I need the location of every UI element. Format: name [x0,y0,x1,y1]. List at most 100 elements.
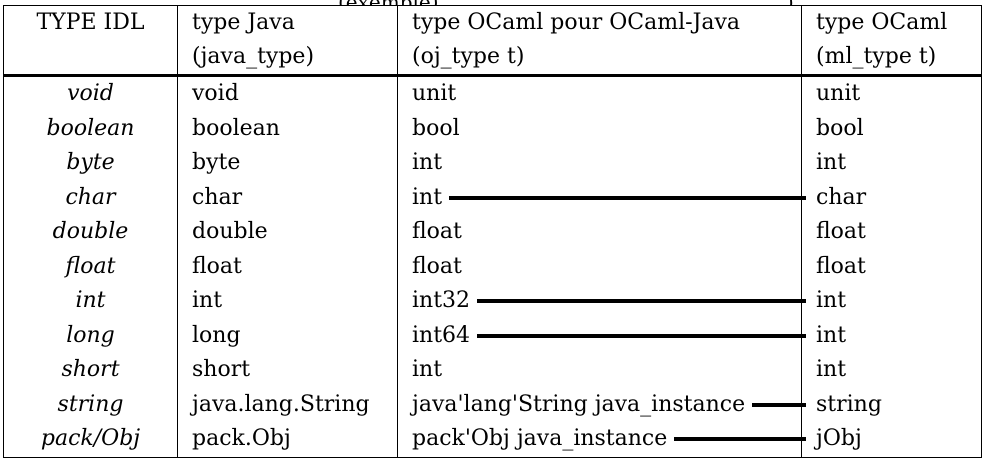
java-cell: byte [177,146,398,181]
table-row: byte byte int int [3,146,982,181]
clipped-caption: (exemple) ) [0,0,984,6]
idl-cell: boolean [3,111,178,146]
mapping-connector-line [448,195,806,200]
clipped-caption-fragment: ) [786,0,794,6]
header-oj: type OCaml pour OCaml-Java [397,5,802,40]
table-row: short short int int [3,353,982,388]
oj-cell-text: float [412,253,462,279]
idl-cell: void [3,74,178,112]
oj-cell-text: int64 [412,322,471,348]
java-cell: char [177,180,398,215]
java-cell: boolean [177,111,398,146]
idl-cell: int [3,284,178,319]
ml-cell-text: char [816,184,867,210]
java-cell: java.lang.String [177,387,398,422]
java-cell-text: double [192,219,268,244]
header-idl-sub [3,40,178,76]
ml-cell: float [801,215,982,250]
idl-cell-text: short [61,357,120,382]
header-java-sub: (java_type) [177,40,398,76]
idl-cell: string [3,387,178,422]
ml-cell: float [801,249,982,284]
type-mapping-table: TYPE IDL type Java type OCaml pour OCaml… [3,5,982,458]
header-ml-sub: (ml_type t) [801,40,982,76]
table-row: pack/Obj pack.Obj pack'Obj java_instance jO… [3,422,982,458]
table-header: TYPE IDL type Java type OCaml pour OCaml… [3,5,982,76]
idl-cell: long [3,318,178,353]
java-cell: float [177,249,398,284]
ml-cell-text: int [816,322,847,348]
java-cell-text: java.lang.String [192,391,370,417]
oj-cell-text: pack'Obj java_instance [412,426,668,451]
java-cell: int [177,284,398,319]
mapping-connector-line [673,437,806,442]
ml-cell-text: int [816,150,847,175]
ml-cell-text: unit [816,81,861,106]
ml-cell: string [801,387,982,422]
java-cell-text: pack.Obj [192,426,291,451]
oj-cell: java'lang'String java_instance [397,387,806,422]
header-ml: type OCaml [801,5,982,40]
java-cell: short [177,353,398,388]
idl-cell-text: double [52,219,129,244]
java-cell-text: float [192,253,242,279]
idl-cell-text: boolean [46,115,135,141]
java-cell-text: int [192,288,223,313]
mapping-connector-line [751,402,806,407]
oj-cell-text: int32 [412,288,471,313]
java-cell: long [177,318,398,353]
ml-cell: char [801,180,982,215]
mapping-connector-line [476,333,806,338]
idl-cell: short [3,353,178,388]
table-body: void void unit unit boolean boolean bool bool by… [3,74,982,458]
oj-cell-text: bool [412,115,460,141]
idl-cell-text: float [65,253,116,279]
ml-cell-text: int [816,288,847,313]
java-cell-text: void [192,81,239,106]
idl-cell-text: long [66,322,115,348]
idl-cell-text: pack/Obj [40,426,141,451]
ml-cell: int [801,284,982,319]
ml-cell: int [801,318,982,353]
idl-cell: char [3,180,178,215]
idl-cell-text: string [57,391,124,417]
java-cell-text: char [192,184,243,210]
idl-cell: float [3,249,178,284]
clipped-caption-fragment: (exemple) [338,0,439,6]
java-cell-text: long [192,322,241,348]
idl-cell: double [3,215,178,250]
idl-cell-text: byte [66,150,115,175]
oj-cell: int64 [397,318,806,353]
ml-cell-text: bool [816,115,864,141]
oj-cell: int [397,353,802,388]
table-row: int int int32 int [3,284,982,319]
ml-cell: bool [801,111,982,146]
ml-cell: int [801,353,982,388]
ml-cell: jObj [801,422,982,458]
table-row: double double float float [3,215,982,250]
oj-cell-text: float [412,219,462,244]
oj-cell: bool [397,111,802,146]
oj-cell: float [397,249,802,284]
ml-cell-text: float [816,253,866,279]
ml-cell-text: string [816,391,882,417]
table-row: boolean boolean bool bool [3,111,982,146]
idl-cell-text: int [75,288,106,313]
table-row: long long int64 int [3,318,982,353]
oj-cell-text: unit [412,81,457,106]
table-row: char char int char [3,180,982,215]
table-row: string java.lang.String java'lang'String j… [3,387,982,422]
oj-cell: int32 [397,284,806,319]
java-cell: pack.Obj [177,422,398,458]
header-idl: TYPE IDL [3,5,178,40]
java-cell-text: short [192,357,251,382]
java-cell-text: byte [192,150,241,175]
table-row: void void unit unit [3,74,982,112]
oj-cell: int [397,146,802,181]
idl-cell: pack/Obj [3,422,178,458]
java-cell-text: boolean [192,115,280,141]
oj-cell-text: java'lang'String java_instance [412,391,746,417]
ml-cell-text: int [816,357,847,382]
header-oj-sub: (oj_type t) [397,40,802,76]
idl-cell-text: char [65,184,116,210]
